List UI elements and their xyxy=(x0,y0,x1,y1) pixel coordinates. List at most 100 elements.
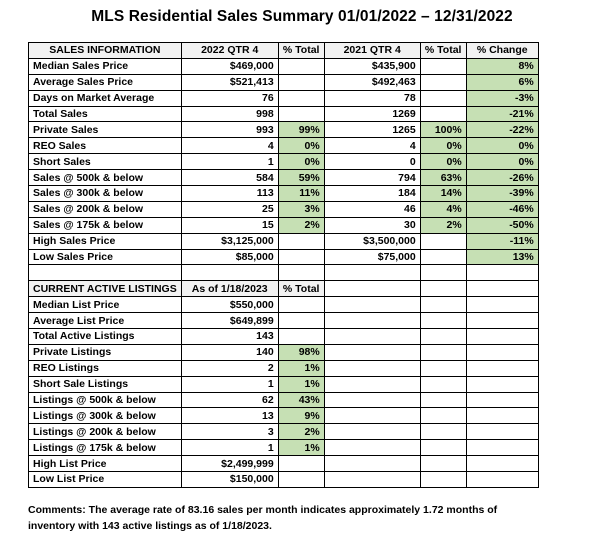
empty-cell xyxy=(323,439,421,457)
comments: Comments: The average rate of 83.16 sale… xyxy=(28,504,498,532)
table-cell: 0% xyxy=(465,153,539,171)
table-cell: 2% xyxy=(277,216,325,234)
empty-cell xyxy=(180,264,279,282)
row-label: Average Sales Price xyxy=(28,73,182,91)
table-cell: $3,125,000 xyxy=(180,232,279,250)
row-label: Total Sales xyxy=(28,105,182,123)
empty-cell xyxy=(465,280,539,298)
table-cell: 1% xyxy=(277,439,325,457)
table-cell: -21% xyxy=(465,105,539,123)
table-cell: 0 xyxy=(323,153,421,171)
empty-cell xyxy=(419,280,467,298)
listings-row: Listings @ 500k & below 62 43% xyxy=(28,391,539,409)
empty-cell xyxy=(419,423,467,441)
table-cell: 3 xyxy=(180,423,279,441)
table-cell: 1 xyxy=(180,153,279,171)
column-header: % Total xyxy=(419,42,467,59)
table-cell: 998 xyxy=(180,105,279,123)
row-label: Listings @ 500k & below xyxy=(28,391,182,409)
row-label: Private Sales xyxy=(28,121,182,139)
table-cell: 46 xyxy=(323,200,421,218)
table-cell: 78 xyxy=(323,89,421,107)
table-cell: $85,000 xyxy=(180,248,279,266)
table-cell: 8% xyxy=(465,57,539,75)
row-label: Low List Price xyxy=(28,471,182,488)
column-header: % Change xyxy=(465,42,539,59)
table-cell xyxy=(277,248,325,266)
listings-row: Private Listings 140 98% xyxy=(28,343,539,361)
table-cell: -46% xyxy=(465,200,539,218)
table-cell: 25 xyxy=(180,200,279,218)
empty-cell xyxy=(419,407,467,425)
table-cell: 15 xyxy=(180,216,279,234)
listings-row: Median List Price $550,000 xyxy=(28,296,539,314)
listings-row: Listings @ 175k & below 1 1% xyxy=(28,439,539,457)
empty-cell xyxy=(323,359,421,377)
empty-cell xyxy=(419,439,467,457)
table-cell xyxy=(419,105,467,123)
table-cell: $2,499,999 xyxy=(180,455,279,473)
empty-cell xyxy=(323,375,421,393)
table-cell: 4 xyxy=(323,137,421,155)
table-cell xyxy=(419,57,467,75)
listings-row: REO Listings 2 1% xyxy=(28,359,539,377)
empty-cell xyxy=(419,391,467,409)
empty-cell xyxy=(465,328,539,345)
row-label: Low Sales Price xyxy=(28,248,182,266)
empty-cell xyxy=(419,296,467,314)
empty-cell xyxy=(465,423,539,441)
row-label: High List Price xyxy=(28,455,182,473)
table-cell: $150,000 xyxy=(180,471,279,488)
table-cell: $75,000 xyxy=(323,248,421,266)
listings-row: Average List Price $649,899 xyxy=(28,312,539,330)
column-header: 2021 QTR 4 xyxy=(323,42,421,59)
table-cell: 62 xyxy=(180,391,279,409)
table-cell: 140 xyxy=(180,343,279,361)
table-cell: 184 xyxy=(323,185,421,202)
table-cell xyxy=(277,312,325,330)
table-cell: 1% xyxy=(277,375,325,393)
empty-cell xyxy=(419,264,467,282)
table-cell: -39% xyxy=(465,185,539,202)
empty-cell xyxy=(323,455,421,473)
empty-cell xyxy=(419,375,467,393)
table-cell: 13 xyxy=(180,407,279,425)
table-cell: -50% xyxy=(465,216,539,234)
table-cell xyxy=(419,248,467,266)
table-cell: 4 xyxy=(180,137,279,155)
empty-cell xyxy=(277,264,325,282)
empty-cell xyxy=(465,343,539,361)
table-cell: 4% xyxy=(419,200,467,218)
row-label: Median Sales Price xyxy=(28,57,182,75)
empty-cell xyxy=(323,280,421,298)
empty-cell xyxy=(323,296,421,314)
table-cell: 100% xyxy=(419,121,467,139)
table-cell: 0% xyxy=(277,153,325,171)
table-cell: 11% xyxy=(277,185,325,202)
table-cell xyxy=(277,105,325,123)
sales-header-row: SALES INFORMATION 2022 QTR 4% Total 2021 Q… xyxy=(28,42,539,59)
table-cell xyxy=(277,296,325,314)
empty-cell xyxy=(465,375,539,393)
empty-cell xyxy=(323,312,421,330)
table-cell: 1% xyxy=(277,359,325,377)
table-cell: 3% xyxy=(277,200,325,218)
table-cell: 794 xyxy=(323,169,421,187)
sales-row: Sales @ 300k & below 113 11% 184 14% -39% xyxy=(28,185,539,202)
table-cell xyxy=(277,73,325,91)
row-label: Short Sales xyxy=(28,153,182,171)
table-cell xyxy=(419,73,467,91)
table-cell: $550,000 xyxy=(180,296,279,314)
row-label: REO Sales xyxy=(28,137,182,155)
column-header: SALES INFORMATION xyxy=(28,42,182,59)
table-cell: -22% xyxy=(465,121,539,139)
table-cell: 0% xyxy=(419,153,467,171)
table-cell: $435,900 xyxy=(323,57,421,75)
column-header: As of 1/18/2023 xyxy=(180,280,279,298)
row-label: Average List Price xyxy=(28,312,182,330)
empty-cell xyxy=(465,455,539,473)
table-cell: 993 xyxy=(180,121,279,139)
table-cell: $492,463 xyxy=(323,73,421,91)
table-cell: -3% xyxy=(465,89,539,107)
column-header: CURRENT ACTIVE LISTINGS xyxy=(28,280,182,298)
